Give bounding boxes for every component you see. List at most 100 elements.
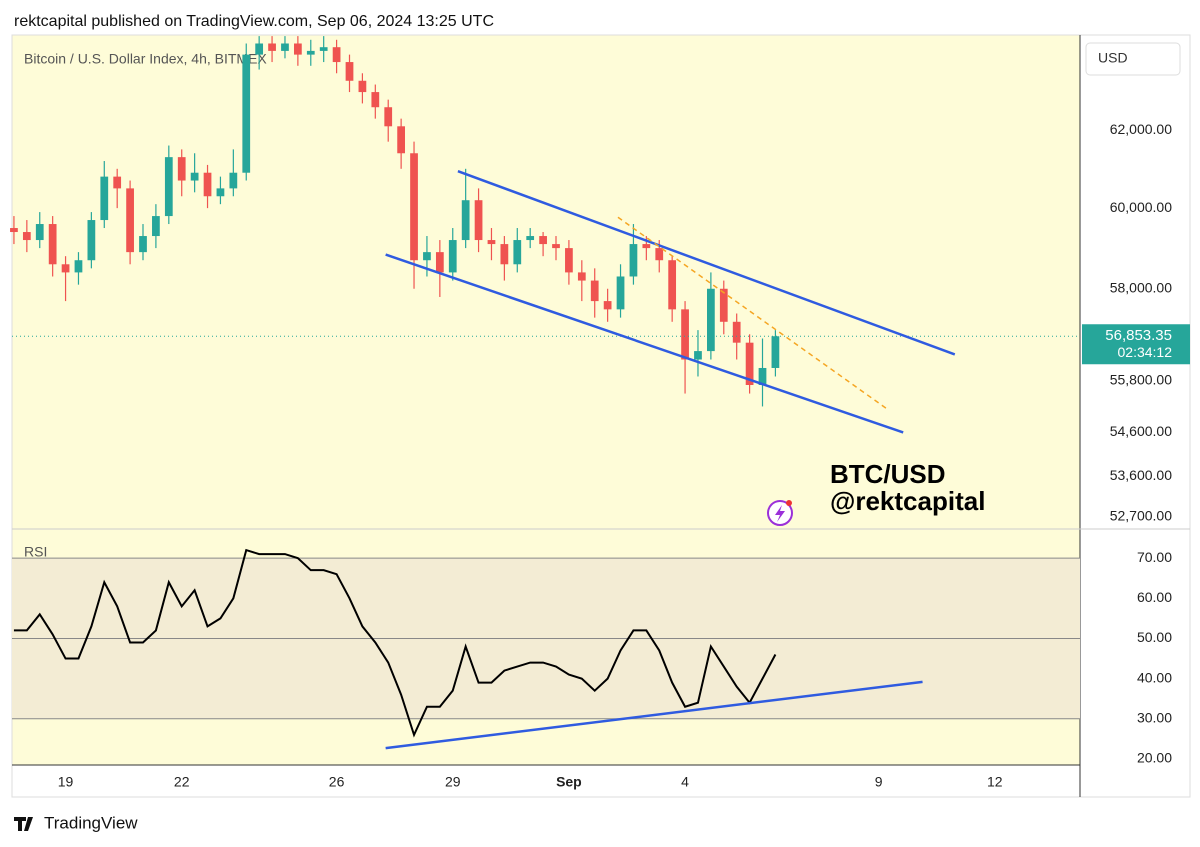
candle-body xyxy=(345,62,354,81)
candle-body xyxy=(500,244,509,265)
candle-body xyxy=(552,244,560,249)
header: rektcapital published on TradingView.com… xyxy=(14,13,494,30)
x-tick-label: 22 xyxy=(174,774,190,790)
rsi-line xyxy=(13,548,777,738)
icon xyxy=(775,505,785,522)
x-tick-label: 9 xyxy=(875,774,883,790)
frame xyxy=(11,34,1191,798)
y-tick-label: 53,600.00 xyxy=(1110,467,1172,483)
candle-body xyxy=(152,216,160,237)
candle-body xyxy=(203,172,212,197)
trendline xyxy=(457,169,956,356)
y-tick-label: 20.00 xyxy=(1137,750,1172,766)
candle-body xyxy=(668,260,677,310)
candle-body xyxy=(745,342,754,386)
trendline xyxy=(385,253,904,434)
y-tick-label: 55,800.00 xyxy=(1110,371,1172,387)
icon xyxy=(786,500,792,506)
candle-body xyxy=(681,309,689,360)
x-tick-label: 12 xyxy=(987,774,1003,790)
currency: USD xyxy=(1098,50,1128,66)
candle-body xyxy=(423,252,431,261)
candle-body xyxy=(100,176,109,221)
candle-body xyxy=(22,232,31,241)
candle-body xyxy=(113,176,122,189)
candle-body xyxy=(629,244,638,277)
candle-body xyxy=(642,244,651,249)
candle-body xyxy=(87,220,96,261)
candle-body xyxy=(461,200,470,241)
candle-body xyxy=(526,236,535,241)
candle-body xyxy=(707,288,715,352)
candle-body xyxy=(448,240,457,273)
candle-body xyxy=(242,54,251,173)
candle-body xyxy=(281,43,289,51)
last-price-box xyxy=(1082,324,1190,365)
candle-body xyxy=(771,336,780,368)
candle-body xyxy=(410,153,418,261)
x-tick-label: 26 xyxy=(329,774,345,790)
x-tick-label: 4 xyxy=(681,774,689,790)
y-tick-label: 60.00 xyxy=(1137,589,1172,605)
candle-body xyxy=(306,50,315,55)
logo xyxy=(14,817,33,831)
y-tick-label: 70.00 xyxy=(1137,549,1172,565)
candle-body xyxy=(139,236,147,253)
candle-body xyxy=(126,188,134,253)
candle-body xyxy=(255,43,264,55)
trendline xyxy=(385,680,923,750)
y-tick-label: 62,000.00 xyxy=(1110,121,1172,137)
candle-body xyxy=(577,272,586,281)
watermark: @rektcapital xyxy=(830,486,985,516)
candle-body xyxy=(603,301,612,310)
y-tick-label: 52,700.00 xyxy=(1110,507,1172,523)
y-tick-label: 54,600.00 xyxy=(1110,423,1172,439)
candle-body xyxy=(732,321,741,343)
candle-body xyxy=(397,126,405,154)
candle-body xyxy=(294,43,302,55)
candle-body xyxy=(48,224,57,265)
candle-body xyxy=(758,367,767,386)
candle-body xyxy=(332,47,341,63)
chart-title: Bitcoin / U.S. Dollar Index, 4h, BITMEX xyxy=(24,51,267,67)
candle-body xyxy=(384,107,393,127)
candle-body xyxy=(590,280,599,302)
candle-body xyxy=(565,248,573,273)
candle-body xyxy=(74,260,83,273)
candle-body xyxy=(190,172,199,181)
candle-body xyxy=(371,92,380,108)
candle-body xyxy=(216,188,225,197)
candle-body xyxy=(719,288,728,322)
candle-body xyxy=(694,351,702,360)
y-tick-label: 60,000.00 xyxy=(1110,199,1172,215)
candle-body xyxy=(487,240,496,245)
candle-body xyxy=(10,228,18,233)
last-price-label: 56,853.35 xyxy=(1105,327,1172,344)
rsi-title: RSI xyxy=(24,544,47,560)
candle-body xyxy=(164,157,173,217)
candle-body xyxy=(513,240,522,265)
watermark: BTC/USD xyxy=(830,459,946,489)
candle-body xyxy=(229,172,238,189)
footer: TradingView xyxy=(44,813,138,832)
candle-body xyxy=(268,43,276,51)
candle-body xyxy=(655,248,664,261)
currency-box[interactable] xyxy=(1085,42,1181,76)
candle-body xyxy=(61,264,70,273)
candle-body xyxy=(474,200,483,241)
x-tick-label: Sep xyxy=(556,774,582,790)
trendline xyxy=(617,216,890,411)
x-tick-label: 29 xyxy=(445,774,461,790)
candle-body xyxy=(539,236,547,245)
candle-body xyxy=(177,157,186,181)
candle-body xyxy=(435,252,444,273)
candle-body xyxy=(35,224,44,241)
candle-body xyxy=(616,276,625,310)
x-tick-label: 19 xyxy=(58,774,74,790)
countdown: 02:34:12 xyxy=(1118,344,1173,360)
y-tick-label: 30.00 xyxy=(1137,710,1172,726)
candle-body xyxy=(319,47,328,51)
candle-body xyxy=(358,80,367,93)
y-tick-label: 58,000.00 xyxy=(1110,279,1172,295)
y-tick-label: 50.00 xyxy=(1137,629,1172,645)
